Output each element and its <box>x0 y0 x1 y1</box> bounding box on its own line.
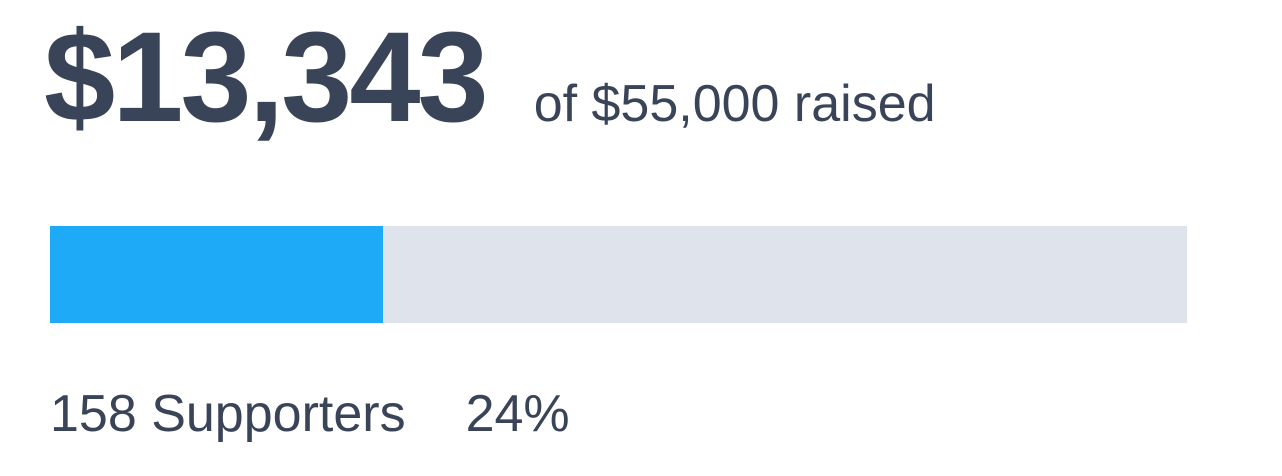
percent-funded: 24% <box>465 385 570 443</box>
supporters-count: 158 Supporters <box>50 385 406 443</box>
goal-text: of $55,000 raised <box>533 75 936 133</box>
fundraiser-headline: $13,343 of $55,000 raised <box>44 14 936 142</box>
raised-amount: $13,343 <box>44 6 489 149</box>
progress-bar-track <box>50 226 1187 323</box>
progress-bar-fill <box>50 226 383 323</box>
fundraiser-stats: 158 Supporters 24% <box>50 388 570 440</box>
